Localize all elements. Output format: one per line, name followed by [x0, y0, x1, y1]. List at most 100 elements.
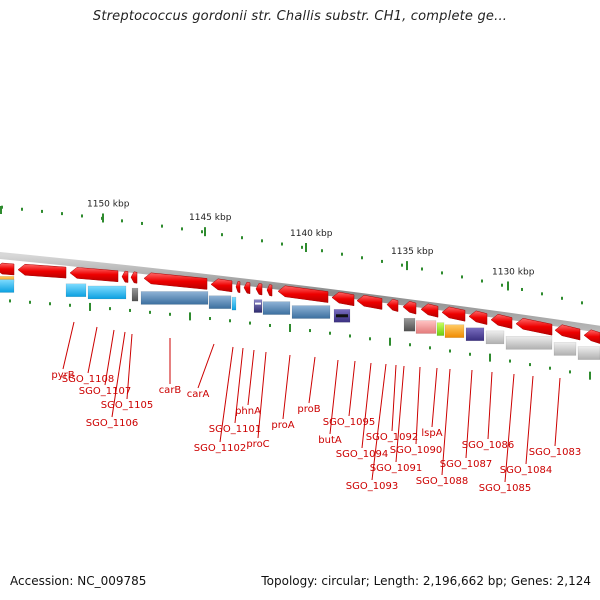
- ruler-dot: [241, 236, 243, 240]
- inner-tick: [189, 312, 191, 321]
- gene-arrow: [331, 291, 355, 307]
- cog-bar: [255, 302, 261, 305]
- ruler-major-tick: [305, 243, 307, 253]
- inner-tick: [149, 310, 151, 314]
- gene-label: SGO_1091: [370, 463, 422, 474]
- label-leader-line: [62, 321, 75, 370]
- ruler-label: 1140 kbp: [290, 229, 333, 239]
- cog-bar: [485, 330, 505, 345]
- inner-tick: [249, 321, 251, 325]
- gene-arrow: [143, 272, 208, 290]
- gene-label: phnA: [235, 406, 261, 417]
- ruler-dot: [221, 233, 223, 237]
- gene-label: SGO_1101: [209, 424, 261, 435]
- inner-tick: [369, 337, 371, 341]
- ruler-dot: [181, 227, 183, 231]
- gene-label: SGO_1095: [323, 417, 375, 428]
- ruler-dot: [161, 224, 163, 228]
- gene-label: carA: [187, 389, 210, 400]
- gene-label: SGO_1102: [194, 443, 246, 454]
- ruler-dot: [501, 283, 503, 287]
- inner-tick: [209, 317, 211, 321]
- ruler-dot: [61, 212, 63, 216]
- ruler-dot: [481, 279, 483, 283]
- gene-arrow: [356, 294, 383, 310]
- label-leader-line: [126, 333, 133, 400]
- label-leader-line: [465, 369, 473, 459]
- cog-bar: [208, 295, 232, 309]
- gene-arrow: [266, 284, 273, 297]
- label-leader-line: [504, 373, 515, 483]
- ruler-dot: [541, 292, 543, 296]
- inner-tick: [269, 323, 271, 327]
- ruler-label: 1150 kbp: [87, 199, 130, 209]
- inner-tick: [529, 363, 531, 367]
- ruler-dot: [421, 267, 423, 271]
- cog-bar: [465, 327, 485, 342]
- cog-bar: [131, 287, 139, 302]
- label-leader-line: [441, 368, 451, 476]
- cog-bar: [87, 285, 127, 300]
- inner-tick: [109, 307, 111, 311]
- cog-bar: [65, 283, 87, 298]
- ruler-dot: [381, 259, 383, 263]
- label-leader-line: [431, 367, 438, 428]
- gene-label: SGO_1088: [416, 476, 468, 487]
- topology-text: Topology: circular; Length: 2,196,662 bp…: [261, 574, 591, 588]
- inner-tick: [329, 331, 331, 335]
- label-leader-line: [525, 375, 534, 465]
- inner-tick: [49, 302, 51, 306]
- gene-label: lspA: [421, 428, 442, 439]
- label-leader-line: [111, 331, 126, 418]
- ruler-dot: [341, 252, 343, 256]
- cog-bar: [336, 314, 348, 318]
- inner-tick: [569, 370, 571, 374]
- inner-tick: [69, 303, 71, 307]
- label-leader-line: [348, 360, 356, 417]
- gene-arrow: [583, 329, 600, 344]
- ruler-dot: [561, 296, 563, 300]
- inner-tick: [169, 312, 171, 316]
- gene-arrow: [210, 278, 233, 293]
- label-leader-line: [247, 349, 255, 406]
- inner-tick: [509, 359, 511, 363]
- gene-arrow: [468, 310, 488, 325]
- ruler-dot: [141, 221, 143, 225]
- cog-bar: [291, 305, 331, 319]
- cog-bar: [253, 299, 263, 313]
- ruler-dot: [201, 230, 203, 234]
- map-title: Streptococcus gordonii str. Challis subs…: [92, 9, 508, 24]
- cog-bar: [505, 336, 553, 350]
- gene-label: pyrB: [51, 370, 74, 381]
- gene-label: SGO_1105: [101, 400, 153, 411]
- ruler-dot: [581, 301, 583, 305]
- label-leader-line: [487, 371, 493, 440]
- ruler-dot: [441, 271, 443, 275]
- gene-arrow: [235, 281, 241, 294]
- gene-arrow: [441, 306, 466, 322]
- cog-bar: [553, 342, 577, 356]
- inner-tick: [469, 352, 471, 356]
- ruler-dot: [401, 263, 403, 267]
- gene-label: SGO_1093: [346, 481, 398, 492]
- gene-label: SGO_1090: [390, 445, 442, 456]
- inner-tick: [129, 308, 131, 312]
- gene-label: carB: [159, 385, 182, 396]
- label-leader-line: [234, 347, 244, 424]
- ruler-dot: [461, 275, 463, 279]
- gene-arrow: [277, 285, 329, 303]
- gene-arrow: [243, 281, 251, 295]
- ruler-dot: [41, 209, 43, 213]
- label-leader-line: [395, 365, 405, 463]
- label-leader-line: [329, 359, 339, 435]
- inner-tick: [229, 319, 231, 323]
- gene-arrow: [402, 301, 417, 315]
- ruler-dot: [281, 242, 283, 246]
- ruler-major-tick: [102, 213, 104, 223]
- gene-arrows-row: [0, 262, 600, 344]
- gene-label: SGO_1107: [79, 386, 131, 397]
- inner-tick-dots: [9, 299, 591, 380]
- ruler-dot: [301, 245, 303, 249]
